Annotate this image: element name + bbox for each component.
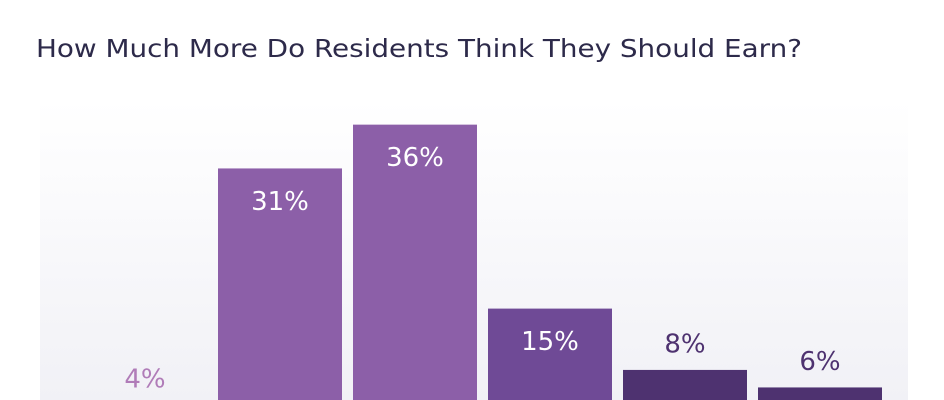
chart-title: How Much More Do Residents Think They Sh… [36, 34, 802, 63]
bar [353, 124, 477, 400]
value-label: 4% [124, 364, 165, 394]
bar [488, 308, 612, 400]
value-label: 8% [664, 329, 705, 359]
value-label: 6% [799, 347, 840, 377]
bar [218, 168, 342, 400]
bar [623, 369, 747, 400]
value-label: 15% [521, 327, 579, 357]
value-label: 36% [386, 143, 444, 173]
bar [758, 387, 882, 400]
value-label: 31% [251, 187, 309, 217]
